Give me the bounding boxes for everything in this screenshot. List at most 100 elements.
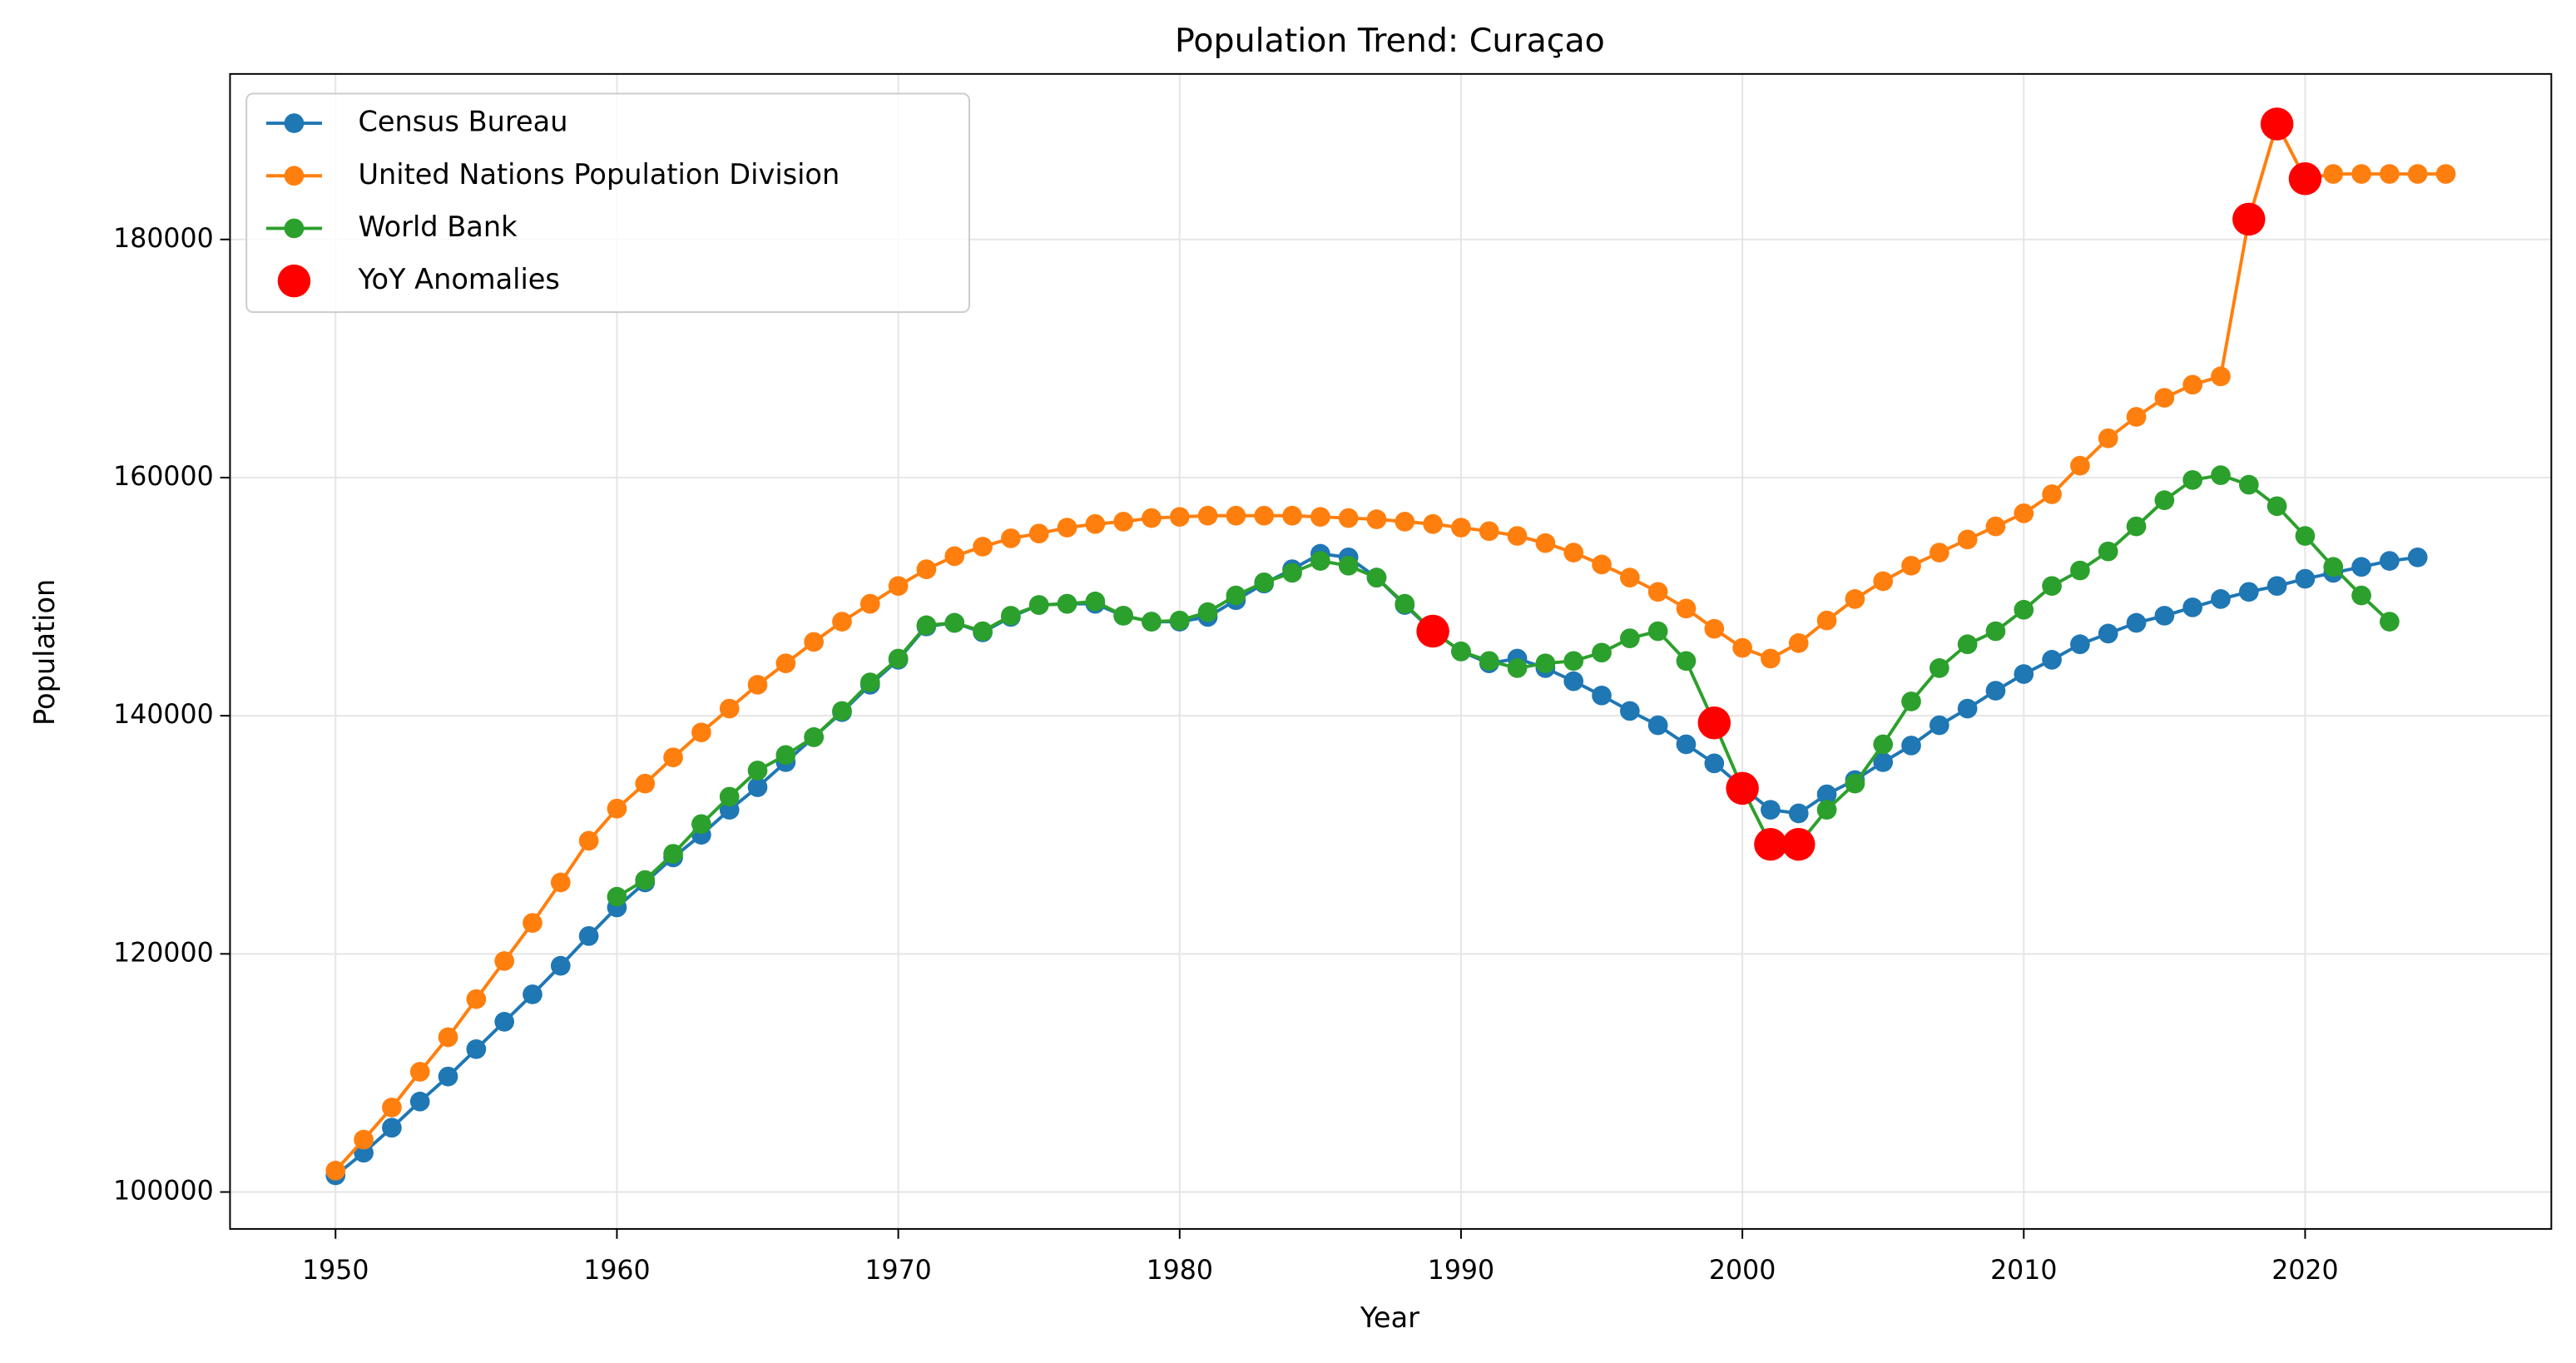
data-point bbox=[494, 951, 515, 971]
data-point bbox=[2042, 484, 2062, 504]
legend-marker bbox=[284, 166, 305, 186]
x-tick-label: 1950 bbox=[302, 1256, 369, 1286]
data-point bbox=[2266, 576, 2287, 597]
y-axis-label: Population bbox=[28, 579, 61, 726]
data-point bbox=[1592, 642, 1612, 663]
data-point bbox=[409, 1062, 430, 1082]
data-point bbox=[550, 872, 571, 893]
data-point bbox=[578, 926, 599, 946]
y-tick-label: 180000 bbox=[113, 224, 214, 254]
data-point bbox=[1507, 658, 1528, 678]
data-point bbox=[2154, 490, 2175, 510]
data-point bbox=[1282, 563, 1302, 583]
data-point bbox=[719, 786, 740, 807]
anomaly-point bbox=[1697, 706, 1731, 740]
data-point bbox=[1676, 734, 1697, 755]
data-point bbox=[1451, 518, 1471, 538]
x-tick-label: 1990 bbox=[1428, 1256, 1494, 1286]
data-point bbox=[1310, 507, 1330, 528]
data-point bbox=[1704, 618, 1725, 639]
data-point bbox=[409, 1091, 430, 1112]
data-point bbox=[1985, 681, 2006, 701]
data-point bbox=[578, 830, 599, 851]
data-point bbox=[2266, 496, 2287, 517]
series-line bbox=[616, 473, 2391, 899]
data-point bbox=[747, 675, 768, 695]
data-point bbox=[1254, 505, 1275, 526]
data-point bbox=[1592, 554, 1612, 575]
data-point bbox=[1957, 634, 1978, 655]
data-point bbox=[916, 559, 937, 579]
data-point bbox=[2238, 474, 2259, 495]
data-point bbox=[2435, 164, 2456, 184]
data-point bbox=[1676, 598, 1697, 619]
x-tick-label: 2020 bbox=[2271, 1256, 2338, 1286]
plot-area bbox=[325, 107, 2456, 1186]
data-point bbox=[1479, 651, 1499, 672]
data-point bbox=[1169, 610, 1190, 631]
legend-marker bbox=[284, 113, 305, 133]
data-point bbox=[1226, 585, 1246, 606]
data-point bbox=[747, 761, 768, 781]
data-point bbox=[775, 653, 796, 674]
data-point bbox=[1507, 526, 1528, 546]
x-tick-label: 1970 bbox=[864, 1256, 931, 1286]
data-point bbox=[2182, 374, 2203, 395]
data-point bbox=[2323, 164, 2344, 184]
y-tick-label: 160000 bbox=[113, 462, 214, 492]
data-point bbox=[2238, 582, 2259, 602]
x-axis-label: Year bbox=[1360, 1301, 1419, 1334]
data-point bbox=[1816, 610, 1837, 631]
legend-marker bbox=[277, 264, 311, 298]
data-point bbox=[1028, 595, 1049, 615]
data-point bbox=[2098, 623, 2118, 644]
data-point bbox=[1788, 803, 1809, 824]
data-point bbox=[1929, 543, 1949, 563]
data-point bbox=[607, 798, 627, 819]
data-point bbox=[691, 722, 711, 743]
data-point bbox=[2182, 469, 2203, 490]
data-point bbox=[1226, 505, 1246, 526]
data-point bbox=[1761, 648, 1781, 669]
x-tick-label: 2000 bbox=[1709, 1256, 1776, 1286]
data-point bbox=[2070, 560, 2090, 581]
data-point bbox=[1197, 602, 1218, 622]
data-point bbox=[1563, 651, 1584, 672]
data-point bbox=[2380, 551, 2400, 571]
data-point bbox=[1085, 513, 1106, 534]
data-point bbox=[382, 1098, 402, 1118]
data-point bbox=[1985, 621, 2006, 642]
data-point bbox=[2295, 568, 2316, 589]
data-point bbox=[1647, 621, 1668, 642]
data-point bbox=[859, 672, 880, 692]
data-point bbox=[2070, 634, 2090, 655]
data-point bbox=[1592, 685, 1612, 706]
anomaly-point bbox=[2288, 162, 2322, 196]
data-point bbox=[2351, 585, 2371, 606]
data-point bbox=[1647, 582, 1668, 602]
data-point bbox=[382, 1118, 402, 1138]
y-tick-label: 120000 bbox=[113, 938, 214, 968]
anomaly-point bbox=[1754, 827, 1787, 861]
data-point bbox=[1366, 568, 1387, 587]
data-point bbox=[1085, 591, 1106, 612]
data-point bbox=[1535, 653, 1556, 674]
data-point bbox=[1395, 512, 1415, 532]
data-point bbox=[1985, 516, 2006, 537]
data-point bbox=[494, 1012, 515, 1032]
chart-title: Population Trend: Curaçao bbox=[1175, 22, 1605, 60]
data-point bbox=[1873, 752, 1894, 772]
data-point bbox=[859, 593, 880, 614]
data-point bbox=[1901, 555, 1921, 576]
data-point bbox=[1873, 571, 1894, 592]
data-point bbox=[1957, 698, 1978, 719]
data-point bbox=[1619, 568, 1640, 587]
data-point bbox=[804, 727, 825, 747]
data-point bbox=[2351, 557, 2371, 577]
data-point bbox=[1816, 784, 1837, 805]
data-point bbox=[973, 621, 993, 642]
data-point bbox=[1057, 593, 1077, 614]
data-point bbox=[2351, 164, 2371, 184]
